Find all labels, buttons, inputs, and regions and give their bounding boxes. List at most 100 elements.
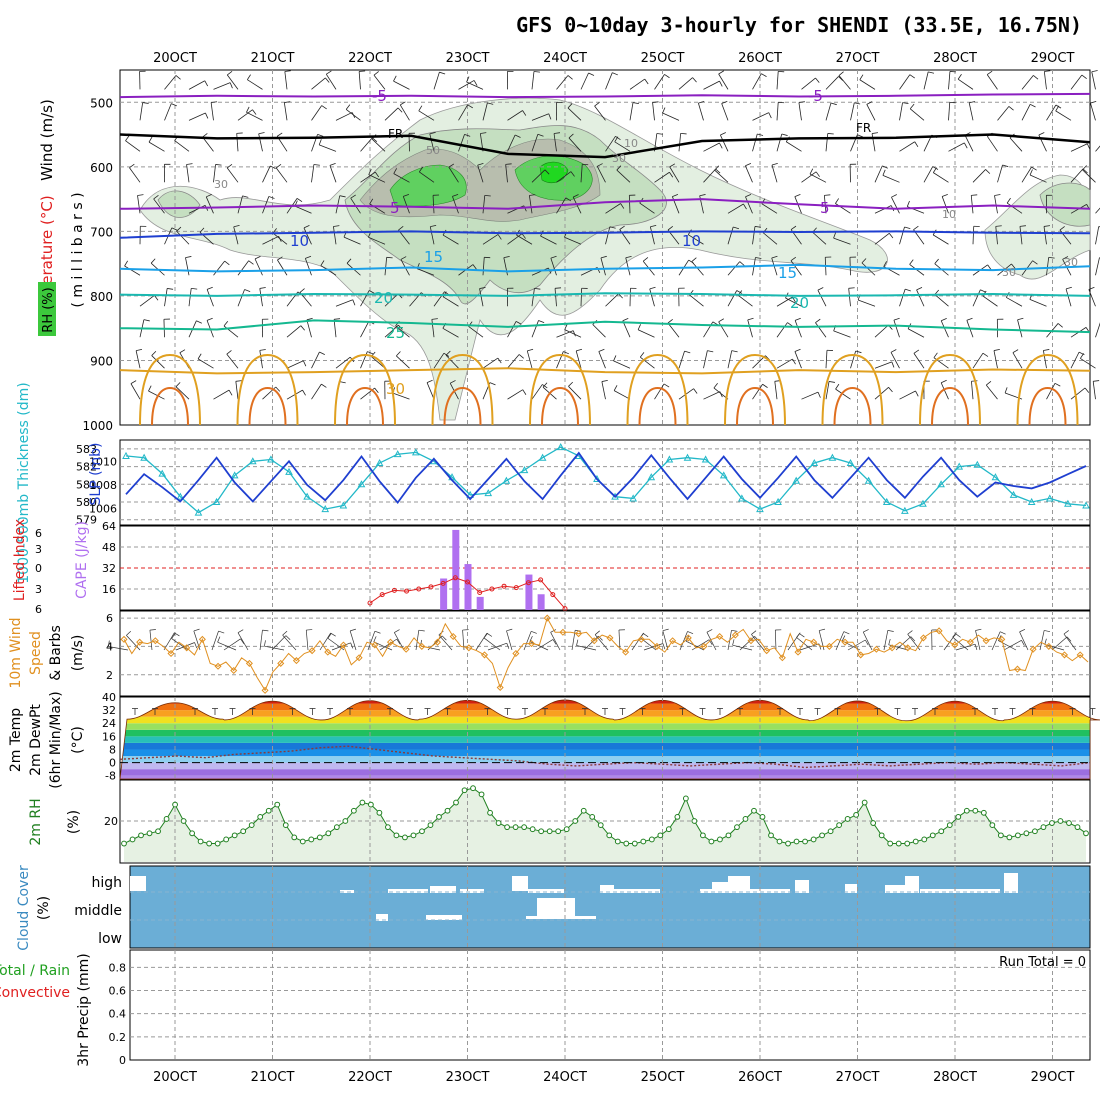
wind-barb bbox=[986, 74, 998, 90]
wind-barb-flag bbox=[909, 259, 914, 265]
millibars-label: ( m i l l i b a r s ) bbox=[70, 192, 86, 307]
wind10-point bbox=[653, 642, 661, 650]
wind10-barb bbox=[576, 645, 597, 651]
thickness-point bbox=[1082, 501, 1090, 509]
rh2m-point bbox=[589, 814, 596, 820]
wind10-barb-flag bbox=[1066, 636, 1072, 642]
wind10-barb-flag bbox=[974, 644, 978, 650]
thickness-point bbox=[357, 480, 366, 488]
wind10-panel: 2 4 6 10m Wind Speed & Barbs (m/s) bbox=[8, 610, 1091, 697]
rh2m-point bbox=[410, 832, 417, 839]
wind-barb-flag bbox=[148, 136, 153, 143]
wind-barb-flag bbox=[548, 113, 552, 120]
isotherm-35-diurnal bbox=[443, 386, 482, 426]
wind-barb-flag bbox=[398, 226, 404, 231]
label-minus5-b: -5 bbox=[808, 87, 823, 105]
wind-barb-flag bbox=[466, 76, 470, 83]
wind10-line-path bbox=[123, 616, 1089, 692]
wind-barb-flag bbox=[522, 389, 527, 395]
wind-barb-flag bbox=[439, 71, 446, 75]
wind-barb bbox=[1091, 71, 1096, 90]
wind-barb-flag bbox=[913, 225, 919, 230]
wind-barb bbox=[188, 288, 192, 307]
wind-barb-flag bbox=[790, 256, 797, 261]
rh2m-point bbox=[342, 818, 349, 824]
wind-barb bbox=[721, 103, 729, 121]
wind-barb-flag bbox=[1082, 165, 1087, 171]
wind-barb bbox=[1070, 351, 1080, 369]
wind-barb-flag bbox=[622, 317, 629, 322]
wind-barb bbox=[835, 388, 851, 400]
precip-label-3: 3hr Precip (mm) bbox=[76, 953, 92, 1066]
rh2m-point bbox=[1006, 834, 1013, 841]
wind-barb bbox=[957, 78, 974, 90]
wind10-barb-flag bbox=[237, 629, 244, 633]
wind-barb bbox=[786, 141, 802, 152]
isotherm-30-diurnal bbox=[236, 353, 299, 426]
thickness-point bbox=[411, 448, 420, 456]
precip-axis: 0 0.2 0.4 0.6 0.8 bbox=[109, 961, 127, 1067]
label-30: 30 bbox=[386, 380, 405, 398]
wind-barb-flag bbox=[933, 352, 938, 358]
wind10-barb bbox=[1039, 630, 1045, 651]
wind-barb-flag bbox=[1057, 323, 1063, 328]
wind-barb-flag bbox=[857, 134, 864, 138]
rh2m-point bbox=[921, 836, 928, 843]
wind-barb-flag bbox=[794, 317, 801, 321]
wind10-barb bbox=[264, 645, 285, 651]
wind-barb bbox=[752, 384, 763, 400]
wind-barb bbox=[247, 79, 263, 90]
rh2m-point bbox=[912, 838, 919, 845]
wind-barb bbox=[667, 322, 680, 338]
wind-barb bbox=[747, 319, 753, 338]
rh2m-point bbox=[223, 836, 230, 843]
wind-barb-flag bbox=[339, 381, 346, 384]
wind-barb-flag bbox=[171, 103, 177, 107]
wind-barb-flag bbox=[321, 105, 327, 110]
wind10-barb bbox=[847, 639, 866, 651]
wind-barb bbox=[874, 387, 889, 400]
rh2m-point bbox=[282, 822, 289, 828]
wind10-barb bbox=[952, 636, 969, 651]
wind-barb-flag bbox=[418, 166, 424, 173]
wind-barb bbox=[384, 107, 399, 121]
wind-barb-flag bbox=[150, 258, 156, 264]
wind10-barb-flag bbox=[1063, 630, 1069, 635]
wind-barb-flag bbox=[277, 256, 283, 261]
wind-barb bbox=[507, 389, 523, 400]
wind-barb-flag bbox=[669, 163, 676, 168]
wind-barb bbox=[329, 165, 337, 183]
wind-barb-flag bbox=[644, 78, 649, 85]
rh2m-point bbox=[265, 807, 272, 814]
wind-barb bbox=[262, 165, 271, 183]
label-5-b: 5 bbox=[820, 199, 830, 217]
wind10-barb bbox=[550, 632, 561, 651]
wind10-barbs bbox=[107, 628, 1077, 651]
wind10-speed-line bbox=[120, 614, 1089, 694]
wind-barb-flag bbox=[1082, 168, 1088, 174]
rh2m-point bbox=[870, 820, 877, 826]
temp-band bbox=[120, 723, 1090, 730]
wind10-barb-flag bbox=[754, 636, 759, 641]
wind-barb bbox=[899, 74, 911, 90]
cape-li-panel: 16 32 48 64 6 3 0 3 6 Lifted Index CAPE (J/kg) bbox=[12, 519, 1091, 616]
bottom-date-axis: 20OCT 21OCT 22OCT 23OCT 24OCT 25OCT 26OCT 27OCT… bbox=[153, 1070, 1074, 1085]
wind10-barb bbox=[163, 632, 175, 651]
wind10-barb bbox=[529, 641, 549, 651]
wind-barb-flag bbox=[1029, 103, 1036, 108]
wind10-barb-flag bbox=[952, 632, 957, 638]
wind-barb-flag bbox=[906, 200, 910, 207]
wind-barb bbox=[649, 226, 655, 245]
li-point bbox=[440, 580, 446, 586]
wind-barb bbox=[968, 102, 974, 121]
wind10-barb bbox=[535, 639, 554, 651]
wind-barb-flag bbox=[303, 360, 307, 367]
precip-panel: 0 0.2 0.4 0.6 0.8 Run Total = 0 Total / Rain… bbox=[0, 949, 1091, 1067]
cloud-label: Cloud Cover bbox=[16, 865, 32, 951]
top-date-label: 20OCT bbox=[153, 51, 197, 66]
wind-barb-flag bbox=[914, 141, 919, 148]
wind10-barb bbox=[379, 638, 397, 651]
wind-barb-flag bbox=[426, 379, 433, 383]
thickness-point bbox=[248, 457, 257, 465]
